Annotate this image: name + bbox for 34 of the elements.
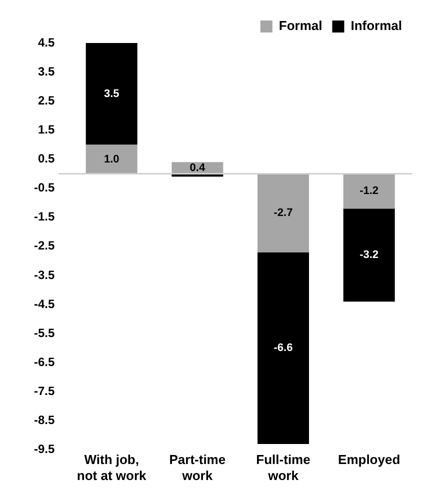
y-tick-label: -0.5 [34, 180, 55, 195]
x-tick-label: Part-time work [169, 452, 226, 483]
bar [86, 43, 138, 145]
legend-label: Informal [350, 18, 402, 34]
data-label: 0.4 [190, 162, 206, 174]
bar [343, 174, 395, 209]
y-tick-label: 1.5 [38, 122, 55, 136]
x-tick-label: With job, not at work [76, 452, 148, 483]
y-tick-label: -1.5 [34, 210, 55, 224]
y-tick-label: 2.5 [38, 93, 55, 108]
data-label: -1.2 [360, 185, 379, 198]
y-tick-label: 4.5 [38, 35, 55, 50]
data-label: 1.0 [104, 153, 120, 166]
y-tick-label: -3.5 [34, 268, 55, 282]
x-tick-label: Employed [338, 452, 400, 468]
bar [343, 208, 395, 302]
bar [86, 144, 138, 174]
data-label: -6.6 [274, 342, 293, 354]
data-label: -3.2 [360, 249, 379, 262]
data-label: 3.5 [104, 88, 120, 100]
y-tick-label: -9.5 [34, 442, 55, 456]
data-label: -2.7 [274, 207, 293, 220]
y-tick-label: -8.5 [34, 413, 55, 428]
y-tick-label: -2.5 [34, 238, 55, 253]
y-tick-label: -7.5 [34, 384, 55, 398]
y-tick-label: 3.5 [38, 64, 55, 78]
bar [258, 252, 310, 444]
y-tick-label: -5.5 [34, 326, 55, 340]
bar [258, 174, 310, 252]
y-tick-label: -6.5 [34, 354, 55, 369]
y-tick-label: -4.5 [34, 296, 55, 311]
x-tick-label: Full-time work [256, 452, 310, 483]
legend-label: Formal [278, 18, 322, 34]
y-tick-label: 0.5 [38, 152, 55, 166]
